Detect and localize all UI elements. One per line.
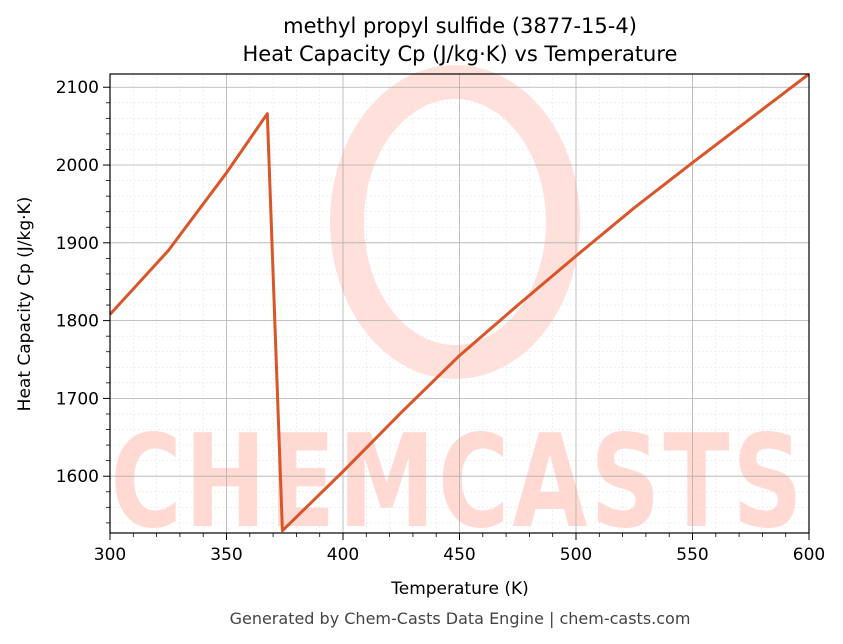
y-tick-label: 1600 [56, 467, 99, 487]
y-tick-label: 2100 [56, 78, 99, 98]
x-tick-label: 450 [443, 545, 475, 565]
x-tick-label: 300 [94, 545, 126, 565]
x-tick-label: 350 [210, 545, 242, 565]
y-tick-label: 1900 [56, 234, 99, 254]
chart-subtitle: Heat Capacity Cp (J/kg·K) vs Temperature [243, 42, 678, 66]
data-series [108, 72, 810, 533]
y-tick-label: 1800 [56, 312, 99, 332]
watermark-logo-ring [330, 65, 580, 379]
tick-labels: 300 350 400 450 500 550 600 1600 1700 1800 1900 200… [56, 78, 825, 565]
x-tick-label: 400 [327, 545, 359, 565]
chart-title: methyl propyl sulfide (3877-15-4) [283, 14, 637, 38]
y-tick-label: 1700 [56, 389, 99, 409]
y-tick-label: 2000 [56, 156, 99, 176]
watermark-text: CHEMCASTS [111, 408, 806, 557]
x-tick-label: 600 [793, 545, 825, 565]
x-tick-label: 500 [560, 545, 592, 565]
axis-ticks [103, 86, 810, 540]
x-tick-label: 550 [676, 545, 708, 565]
plot-frame [109, 73, 810, 534]
x-axis-label: Temperature (K) [390, 579, 529, 599]
heat-capacity-line [108, 72, 810, 533]
footer-credit: Generated by Chem-Casts Data Engine | ch… [230, 609, 691, 628]
watermark: CHEMCASTS [111, 65, 806, 557]
y-axis-label: Heat Capacity Cp (J/kg·K) [15, 197, 35, 412]
